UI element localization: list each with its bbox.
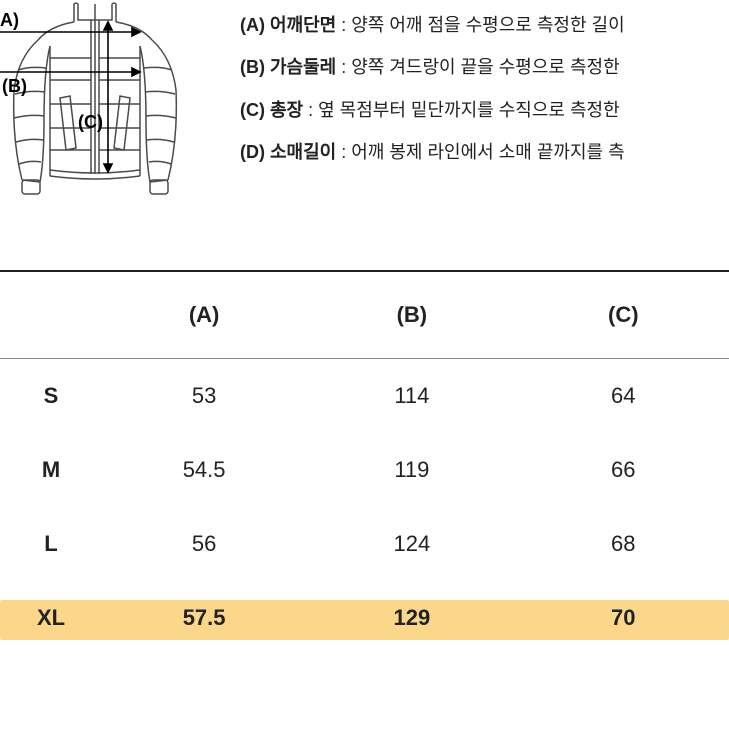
cell-size: M <box>0 433 102 507</box>
header-b: (B) <box>306 271 517 359</box>
desc-label: (B) 가슴둘레 <box>240 57 336 77</box>
cell-b: 119 <box>306 433 517 507</box>
desc-text: : 양쪽 어깨 점을 수평으로 측정한 길이 <box>336 15 624 35</box>
jacket-diagram: A) (B) (C) <box>0 0 190 210</box>
desc-row-c: (C) 총장 : 옆 목점부터 밑단까지를 수직으로 측정한 <box>240 89 729 131</box>
desc-label: (A) 어깨단면 <box>240 15 336 35</box>
table-header-row: (A) (B) (C) <box>0 271 729 359</box>
cell-b: 114 <box>306 359 517 434</box>
desc-text: : 옆 목점부터 밑단까지를 수직으로 측정한 <box>303 100 620 120</box>
desc-row-a: (A) 어깨단면 : 양쪽 어깨 점을 수평으로 측정한 길이 <box>240 4 729 46</box>
header-c: (C) <box>518 271 729 359</box>
table-row: L 56 124 68 <box>0 507 729 581</box>
cell-c: 68 <box>518 507 729 581</box>
desc-label: (C) 총장 <box>240 100 303 120</box>
header-size <box>0 271 102 359</box>
desc-row-d: (D) 소매길이 : 어깨 봉제 라인에서 소매 끝까지를 측 <box>240 131 729 173</box>
cell-c: 66 <box>518 433 729 507</box>
cell-b: 124 <box>306 507 517 581</box>
desc-text: : 양쪽 겨드랑이 끝을 수평으로 측정한 <box>336 57 619 77</box>
table-row: S 53 114 64 <box>0 359 729 434</box>
desc-label: (D) 소매길이 <box>240 142 336 162</box>
cell-a: 54.5 <box>102 433 306 507</box>
cell-c: 70 <box>518 581 729 655</box>
measurement-descriptions: (A) 어깨단면 : 양쪽 어깨 점을 수평으로 측정한 길이 (B) 가슴둘레… <box>240 0 729 173</box>
desc-row-b: (B) 가슴둘레 : 양쪽 겨드랑이 끝을 수평으로 측정한 <box>240 46 729 88</box>
cell-c: 64 <box>518 359 729 434</box>
diagram-label-b: (B) <box>2 76 27 96</box>
cell-size: XL <box>0 581 102 655</box>
cell-size: S <box>0 359 102 434</box>
diagram-label-c: (C) <box>78 112 103 132</box>
table-row: M 54.5 119 66 <box>0 433 729 507</box>
desc-text: : 어깨 봉제 라인에서 소매 끝까지를 측 <box>336 142 624 162</box>
cell-b: 129 <box>306 581 517 655</box>
cell-a: 57.5 <box>102 581 306 655</box>
cell-a: 53 <box>102 359 306 434</box>
cell-size: L <box>0 507 102 581</box>
diagram-label-a: A) <box>0 10 19 30</box>
cell-a: 56 <box>102 507 306 581</box>
table-row-highlighted: XL 57.5 129 70 <box>0 581 729 655</box>
header-a: (A) <box>102 271 306 359</box>
size-table: (A) (B) (C) S 53 114 64 M 54.5 119 66 L … <box>0 270 729 655</box>
size-table-wrapper: (A) (B) (C) S 53 114 64 M 54.5 119 66 L … <box>0 270 729 655</box>
